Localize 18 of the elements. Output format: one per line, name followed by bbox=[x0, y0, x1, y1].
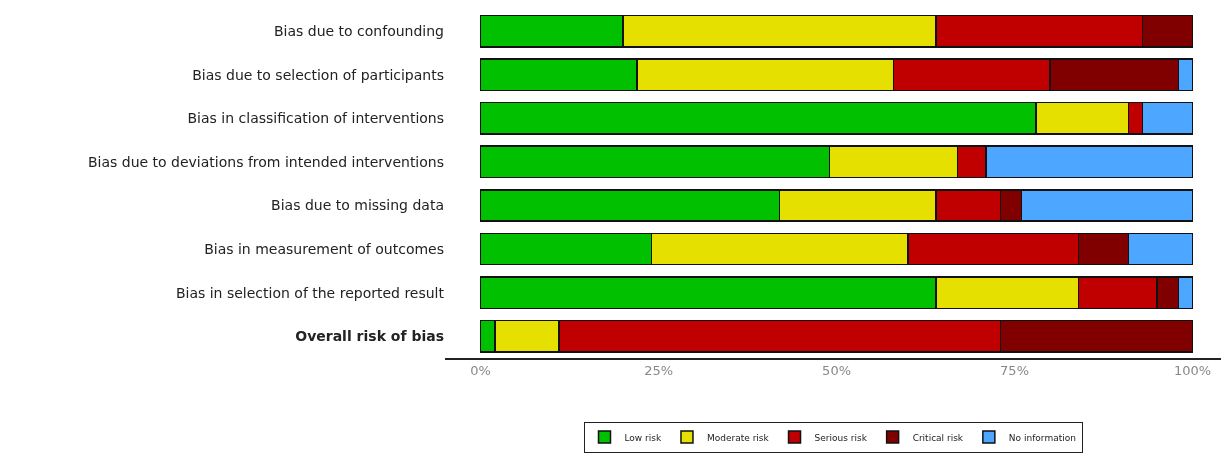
legend-label: Serious risk bbox=[814, 432, 868, 443]
y-tick-label: Bias in measurement of outcomes bbox=[204, 240, 444, 257]
y-tick-label: Bias due to confounding bbox=[273, 23, 444, 40]
legend-label: Moderate risk bbox=[706, 432, 770, 443]
y-tick-label: Bias in selection of the reported result bbox=[175, 284, 445, 301]
y-tick-label: Bias due to missing data bbox=[271, 197, 444, 214]
x-tick-label: 50% bbox=[822, 363, 852, 379]
x-tick-label: 75% bbox=[1000, 363, 1029, 379]
x-tick-label: 100% bbox=[1173, 363, 1212, 379]
legend-label: Low risk bbox=[624, 432, 662, 443]
y-tick-label: Bias due to deviations from intended interventions bbox=[87, 153, 444, 170]
legend-label: No information bbox=[1008, 432, 1076, 443]
legend-label: Critical risk bbox=[912, 432, 964, 443]
y-tick-label: Bias in classification of interventions bbox=[187, 110, 444, 127]
x-tick-label: 0% bbox=[470, 363, 491, 379]
x-tick-label: 25% bbox=[644, 363, 674, 379]
y-tick-label: Bias due to selection of participants bbox=[192, 66, 444, 83]
y-tick-label: Overall risk of bias bbox=[295, 328, 444, 345]
